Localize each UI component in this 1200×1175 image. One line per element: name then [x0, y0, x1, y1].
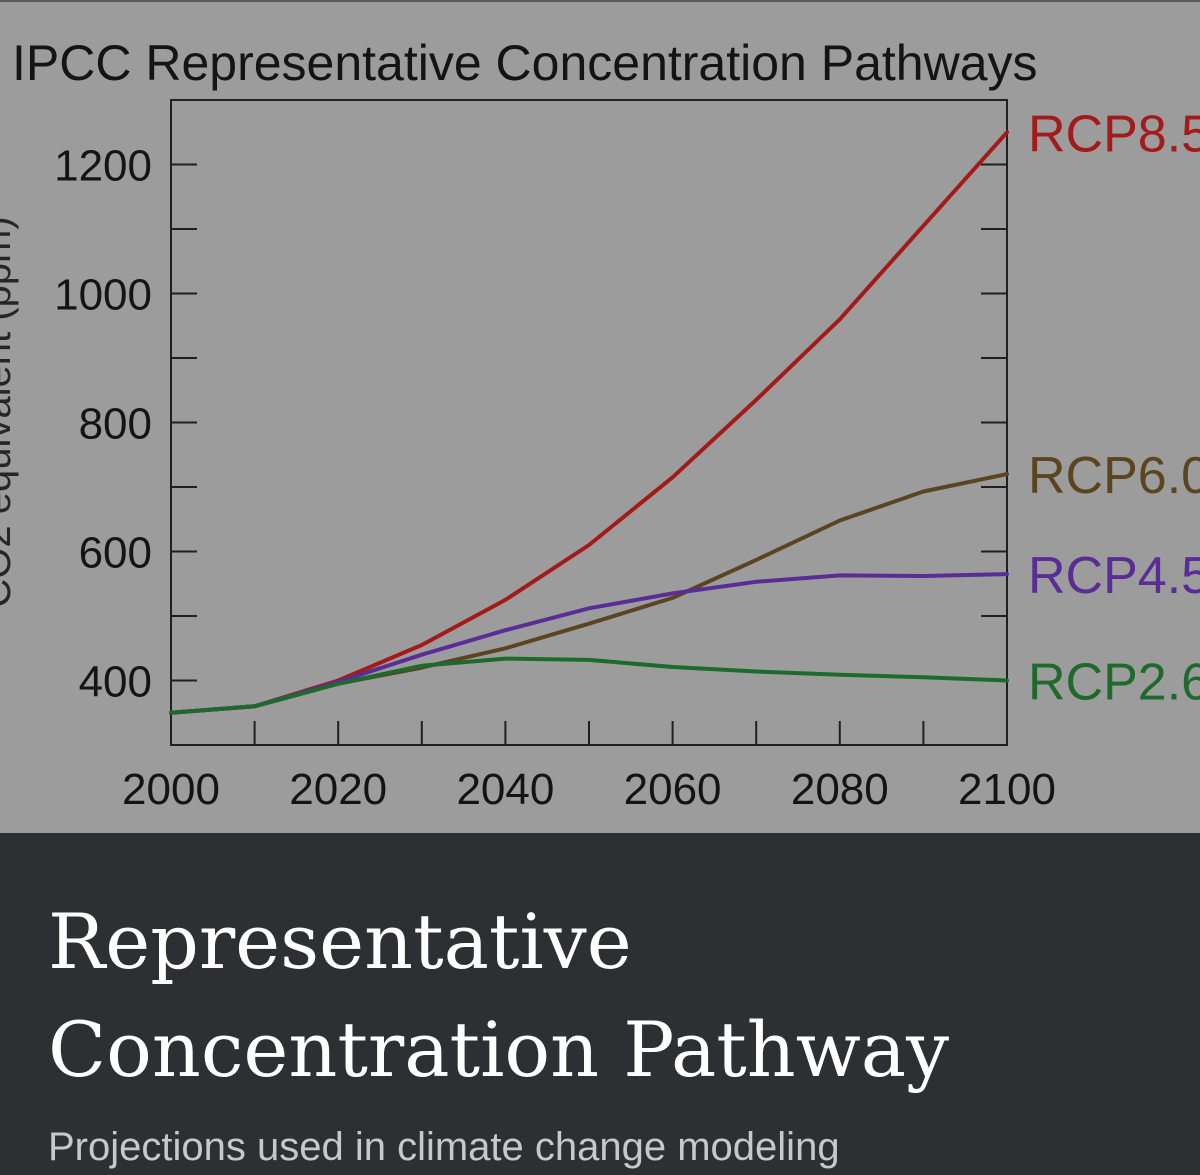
x-tick-label: 2040 [456, 765, 554, 814]
chart-image[interactable]: IPCC Representative Concentration Pathwa… [0, 0, 1200, 833]
series-line-rcp45 [169, 572, 1009, 715]
y-tick-label: 600 [79, 529, 152, 578]
x-tick-label: 2000 [122, 765, 220, 814]
x-tick-label: 2020 [289, 765, 387, 814]
rcp-line-chart: IPCC Representative Concentration Pathwa… [0, 35, 1200, 815]
axis-ticks: 400 600 800 1000 1200 2000 2020 2040 2060 2080 210… [54, 142, 1056, 815]
series-label-rcp45: RCP4.5 [1028, 547, 1200, 605]
series-label-rcp85: RCP8.5 [1028, 105, 1200, 163]
plot-frame [170, 99, 1008, 746]
y-tick-label: 1200 [54, 142, 152, 191]
series-labels: RCP8.5 RCP6.0 RCP4.5 RCP2.6 [1028, 105, 1200, 711]
y-tick-label: 400 [79, 658, 152, 707]
series-lines [169, 130, 1009, 715]
caption-title: Representative Concentration Pathway [48, 897, 950, 1094]
x-tick-label: 2080 [791, 765, 889, 814]
x-tick-label: 2100 [958, 765, 1056, 814]
chart-title: IPCC Representative Concentration Pathwa… [12, 35, 1038, 91]
y-axis-label: CO2 equivalent (ppm) [0, 216, 19, 607]
x-tick-label: 2060 [624, 765, 722, 814]
caption-panel [0, 833, 1200, 1175]
y-tick-label: 1000 [54, 271, 152, 320]
series-label-rcp26: RCP2.6 [1028, 654, 1200, 712]
caption-subtitle: Projections used in climate change model… [48, 1125, 840, 1169]
y-tick-label: 800 [79, 400, 152, 449]
series-line-rcp26 [169, 656, 1009, 715]
series-label-rcp60: RCP6.0 [1028, 447, 1200, 505]
